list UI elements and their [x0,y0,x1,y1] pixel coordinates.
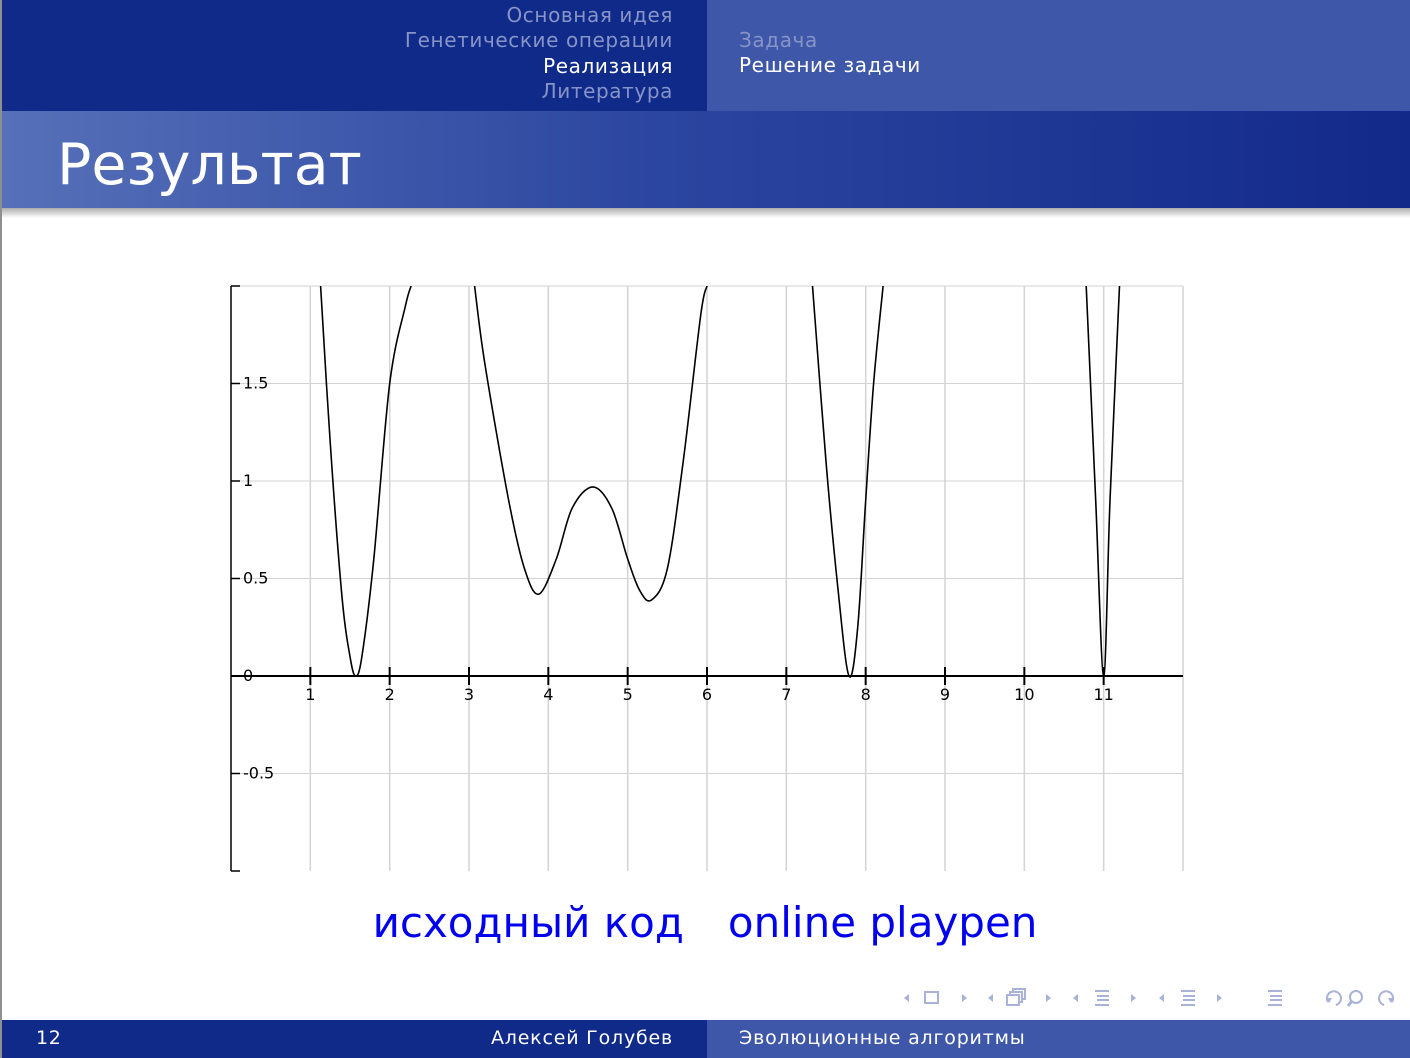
frame-title-shadow [2,208,1410,218]
nav-section-implementation[interactable]: Реализация [543,53,673,78]
y-tick-label: -0.5 [243,764,274,783]
subsection-list: Задача Решение задачи [739,28,921,79]
x-tick-label: 6 [702,685,712,704]
frame-title-bar: Результат [2,111,1410,208]
footer-right-bar: Эволюционные алгоритмы [707,1020,1410,1058]
x-tick-label: 10 [1014,685,1034,704]
nav-search-icon[interactable] [1324,986,1398,1010]
nav-section-icon[interactable] [1071,986,1139,1010]
nav-section-genetic-operations[interactable]: Генетические операции [404,28,673,53]
x-tick-label: 8 [861,685,871,704]
y-tick-label: 1 [243,471,253,490]
online-playpen-link[interactable]: online playpen [727,898,1038,947]
nav-presentation-icon[interactable] [1157,986,1225,1010]
x-tick-label: 3 [464,685,474,704]
header-subsections-bar: Задача Решение задачи [707,0,1410,111]
function-curve-segment [811,286,884,678]
footer-short-title: Эволюционные алгоритмы [739,1027,1026,1049]
plot-grid [231,285,1184,871]
footer-author: Алексей Голубев [490,1027,673,1049]
page-number: 12 [36,1027,62,1049]
nav-appendix-icon[interactable] [1266,986,1286,1010]
nav-subsection-task[interactable]: Задача [739,28,818,52]
nav-section-literature[interactable]: Литература [541,78,673,103]
y-tick-label: 0.5 [243,569,268,588]
function-curve-segment [473,286,708,602]
header-sections-bar: Основная идея Генетические операции Реал… [2,0,707,111]
function-curve-segment [319,286,412,677]
plot-curve [319,286,1121,678]
x-tick-label: 2 [385,685,395,704]
nav-subsection-icon[interactable] [986,986,1054,1010]
section-list: Основная идея Генетические операции Реал… [405,3,673,104]
function-curve-segment [1085,286,1121,677]
y-tick-label: 0 [243,666,253,685]
nav-section-main-idea[interactable]: Основная идея [506,3,673,27]
x-tick-label: 1 [305,685,315,704]
slide-left-edge [0,0,2,1058]
x-tick-label: 4 [543,685,553,704]
x-tick-label: 11 [1093,685,1113,704]
footer-left-bar: 12 Алексей Голубев [2,1020,707,1058]
code-links: исходный код online playpen [0,896,1410,950]
nav-frame-icon[interactable] [902,986,970,1010]
x-tick-label: 5 [623,685,633,704]
x-tick-label: 9 [940,685,950,704]
plot-ticks: 1 2 3 4 5 6 7 8 9 10 11 -0.5 0 0.5 1 1.5 [231,374,1114,783]
source-code-link[interactable]: исходный код [372,898,684,947]
y-tick-label: 1.5 [243,374,268,393]
frame-title: Результат [57,132,362,198]
nav-subsection-solution[interactable]: Решение задачи [739,53,921,78]
x-tick-label: 7 [781,685,791,704]
